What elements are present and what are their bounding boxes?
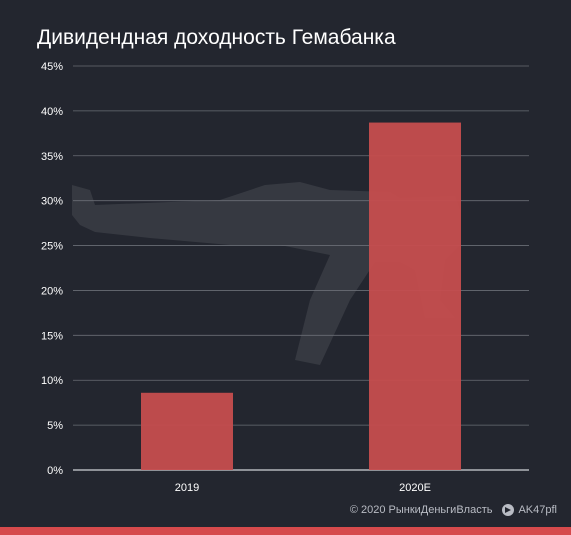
y-tick-label: 45%	[41, 61, 63, 73]
y-tick-label: 0%	[47, 465, 63, 477]
y-tick-label: 20%	[41, 285, 63, 297]
y-tick-label: 40%	[41, 106, 63, 118]
footer: © 2020 РынкиДеньгиВласть AK47pfl	[350, 504, 557, 516]
copyright-text: © 2020 РынкиДеньгиВласть	[349, 504, 493, 516]
y-tick-label: 25%	[41, 241, 63, 253]
y-tick-label: 10%	[41, 375, 63, 387]
x-tick-label: 2020E	[399, 482, 431, 494]
x-tick-label: 2019	[175, 482, 199, 494]
y-axis-ticks: 0% 5% 10% 15% 20% 25% 30% 35% 40% 45%	[41, 61, 63, 477]
bottom-accent-bar	[0, 527, 571, 535]
bar-2019	[141, 392, 233, 470]
chart-title: Дивидендная доходность Гемабанка	[37, 26, 396, 49]
bars	[141, 122, 461, 470]
x-axis-ticks: 2019 2020E	[175, 482, 431, 494]
y-tick-label: 30%	[41, 196, 63, 208]
telegram-handle[interactable]: AK47pfl	[518, 504, 557, 516]
y-tick-label: 35%	[41, 151, 63, 163]
y-tick-label: 15%	[41, 330, 63, 342]
telegram-icon	[502, 504, 515, 516]
rifle-watermark-icon	[72, 182, 460, 365]
y-tick-label: 5%	[47, 420, 63, 432]
bar-2020E	[369, 122, 461, 470]
